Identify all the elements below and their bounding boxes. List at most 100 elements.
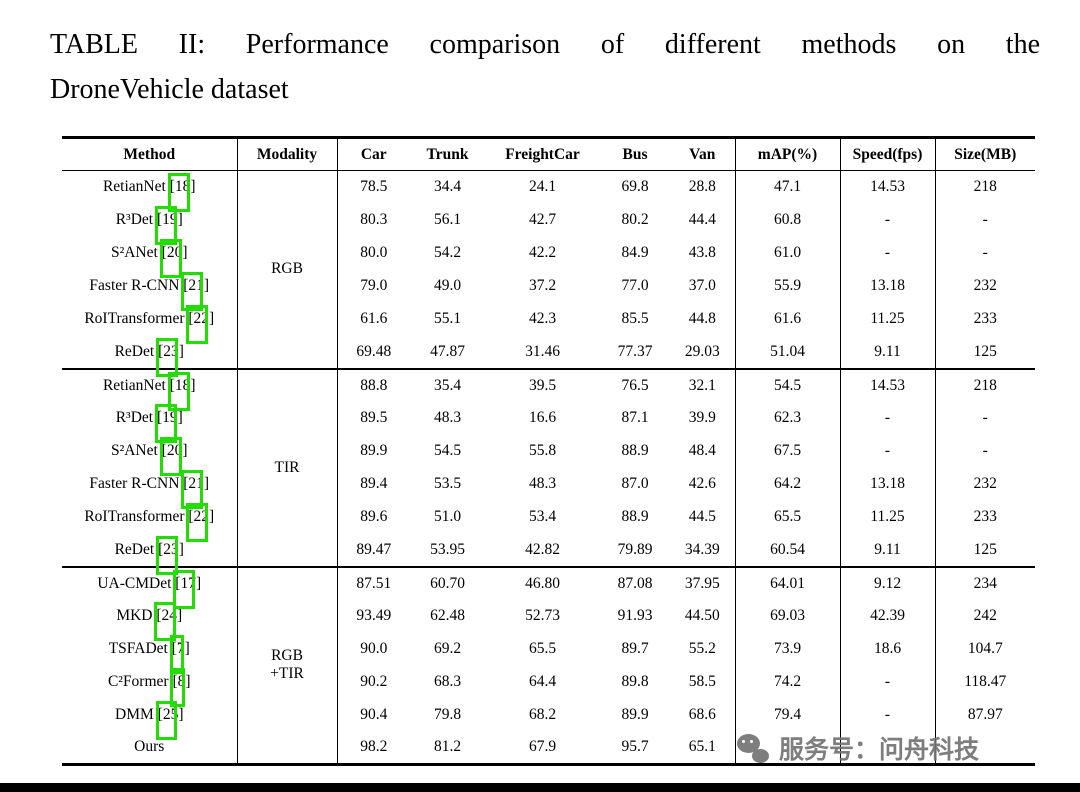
value-cell: 218 [973,178,997,196]
value-cell: 80.3 [360,211,388,228]
value-cell: 42.7 [528,211,557,228]
citation: [20] [159,239,188,278]
column-header: Modality [237,137,338,171]
value-cell: 24.1 [528,178,557,196]
value-cell: 55.1 [433,310,462,327]
table-caption: TABLE II: Performance comparison of diff… [50,22,1040,112]
column-header: Bus [600,137,670,171]
value-cell: 49.0 [433,277,462,294]
value-cell: 233 [973,310,997,327]
citation: [23] [156,337,184,377]
method-name: Faster R-CNN [89,475,180,492]
value-cell: 68.3 [433,673,462,690]
column-header: Method [62,137,238,171]
value-cell: 44.8 [670,302,736,336]
table-row: Faster R-CNN [21] 79.0 49.0 37.2 77.0 37.0 55.… [62,269,1035,311]
value-cell: 233 [973,508,997,525]
method-cell: UA-CMDet [17] [62,565,238,609]
value-cell: 90.0 [360,640,388,657]
value-cell: 39.5 [485,367,600,402]
value-cell: 77.37 [617,342,653,360]
method-cell: TSFADet [7] [62,632,238,674]
value-cell: 65.5 [735,500,841,534]
method-name: Ours [134,738,165,756]
value-cell: - [840,401,936,435]
value-cell: 88.8 [337,367,410,402]
value-cell: 42.39 [840,599,936,633]
value-cell: 89.9 [360,442,388,459]
table-row: R³Det [19] 80.3 56.1 42.7 80.2 44.4 60.8- - [62,203,1035,245]
value-cell: 47.1 [735,170,841,204]
value-cell: 74.2 [735,665,841,699]
citation-text: [23] [158,342,184,360]
value-cell: - [840,203,936,237]
table-caption-line1: TABLE II: Performance comparison of diff… [50,29,1040,60]
citation-text: [21] [183,277,210,294]
citation: [19] [154,206,183,245]
value-cell: 44.50 [670,599,736,633]
value-cell: 29.03 [670,335,736,369]
value-cell: 81.2 [433,738,462,756]
method-cell: RoITransformer [22] [62,500,238,542]
value-cell: 9.12 [840,565,936,600]
value-cell: 93.49 [356,607,392,624]
value-cell: 53.95 [430,540,465,558]
table-row: RetianNet [18] RGB 78.5 34.4 24.1 69.8 28.8 47.… [62,170,1035,369]
value-cell: 11.25 [840,302,936,336]
value-cell: 54.5 [735,367,841,402]
column-header: mAP(%) [735,137,841,171]
table-row: MKD [24] 93.49 62.48 52.73 91.93 44.50 69.03 42… [62,599,1035,641]
value-cell: 48.3 [433,409,462,426]
value-cell: 13.18 [840,467,936,501]
value-cell: 91.93 [617,607,653,624]
value-cell: 89.9 [621,706,649,723]
value-cell: 87.0 [621,475,649,492]
citation: [23] [156,535,184,575]
value-cell: 53.5 [433,475,462,492]
value-cell: 31.46 [525,342,560,360]
results-table: Method Modality Car Trunk FreightCar Bus Van mA… [62,136,1035,766]
value-cell: 84.9 [621,244,649,261]
citation: [22] [186,305,214,344]
value-cell [735,731,841,765]
value-cell: 9.11 [840,533,936,567]
method-cell: R³Det [19] [62,401,238,443]
value-cell: 89.6 [360,508,388,525]
table-row: R³Det [19] 89.5 48.3 16.6 87.1 39.9 62.3- - [62,401,1035,443]
value-cell: 14.53 [840,367,936,402]
value-cell: 79.8 [433,706,462,723]
value-cell: 234 [935,565,1035,600]
value-cell: 48.3 [528,475,557,492]
value-cell: 90.2 [360,673,388,690]
citation: [19] [154,404,183,443]
citation-text: [20] [161,442,188,459]
method-name: C²Former [107,673,169,690]
method-name: ReDet [114,540,155,558]
value-cell: 54.2 [433,244,462,261]
method-name: TSFADet [108,640,168,657]
method-name: ReDet [114,342,155,360]
citation: [21] [181,272,210,311]
citation-text: [7] [171,640,190,657]
value-cell: 42.6 [670,467,736,501]
value-cell: 87.08 [600,565,670,600]
method-cell: Faster R-CNN [21] [62,269,238,311]
value-cell: 55.2 [670,632,736,666]
value-cell: 61.6 [360,310,388,327]
column-header: Car [337,137,410,171]
citation: [21] [181,470,210,509]
value-cell: 60.70 [410,565,485,600]
citation-text: [21] [183,475,210,492]
value-cell: 89.5 [360,409,388,426]
value-cell: 53.4 [528,508,557,525]
citation: [7] [169,635,190,674]
citation-text: [23] [158,540,184,558]
column-header: Speed(fps) [840,137,936,171]
method-cell: RetianNet [18] [62,170,238,213]
value-cell: 62.48 [430,607,465,624]
value-cell: 80.2 [621,211,649,228]
value-cell: 69.48 [356,342,392,360]
value-cell: 98.2 [360,738,388,756]
value-cell: 18.6 [840,632,936,666]
method-name: RoITransformer [84,508,185,525]
